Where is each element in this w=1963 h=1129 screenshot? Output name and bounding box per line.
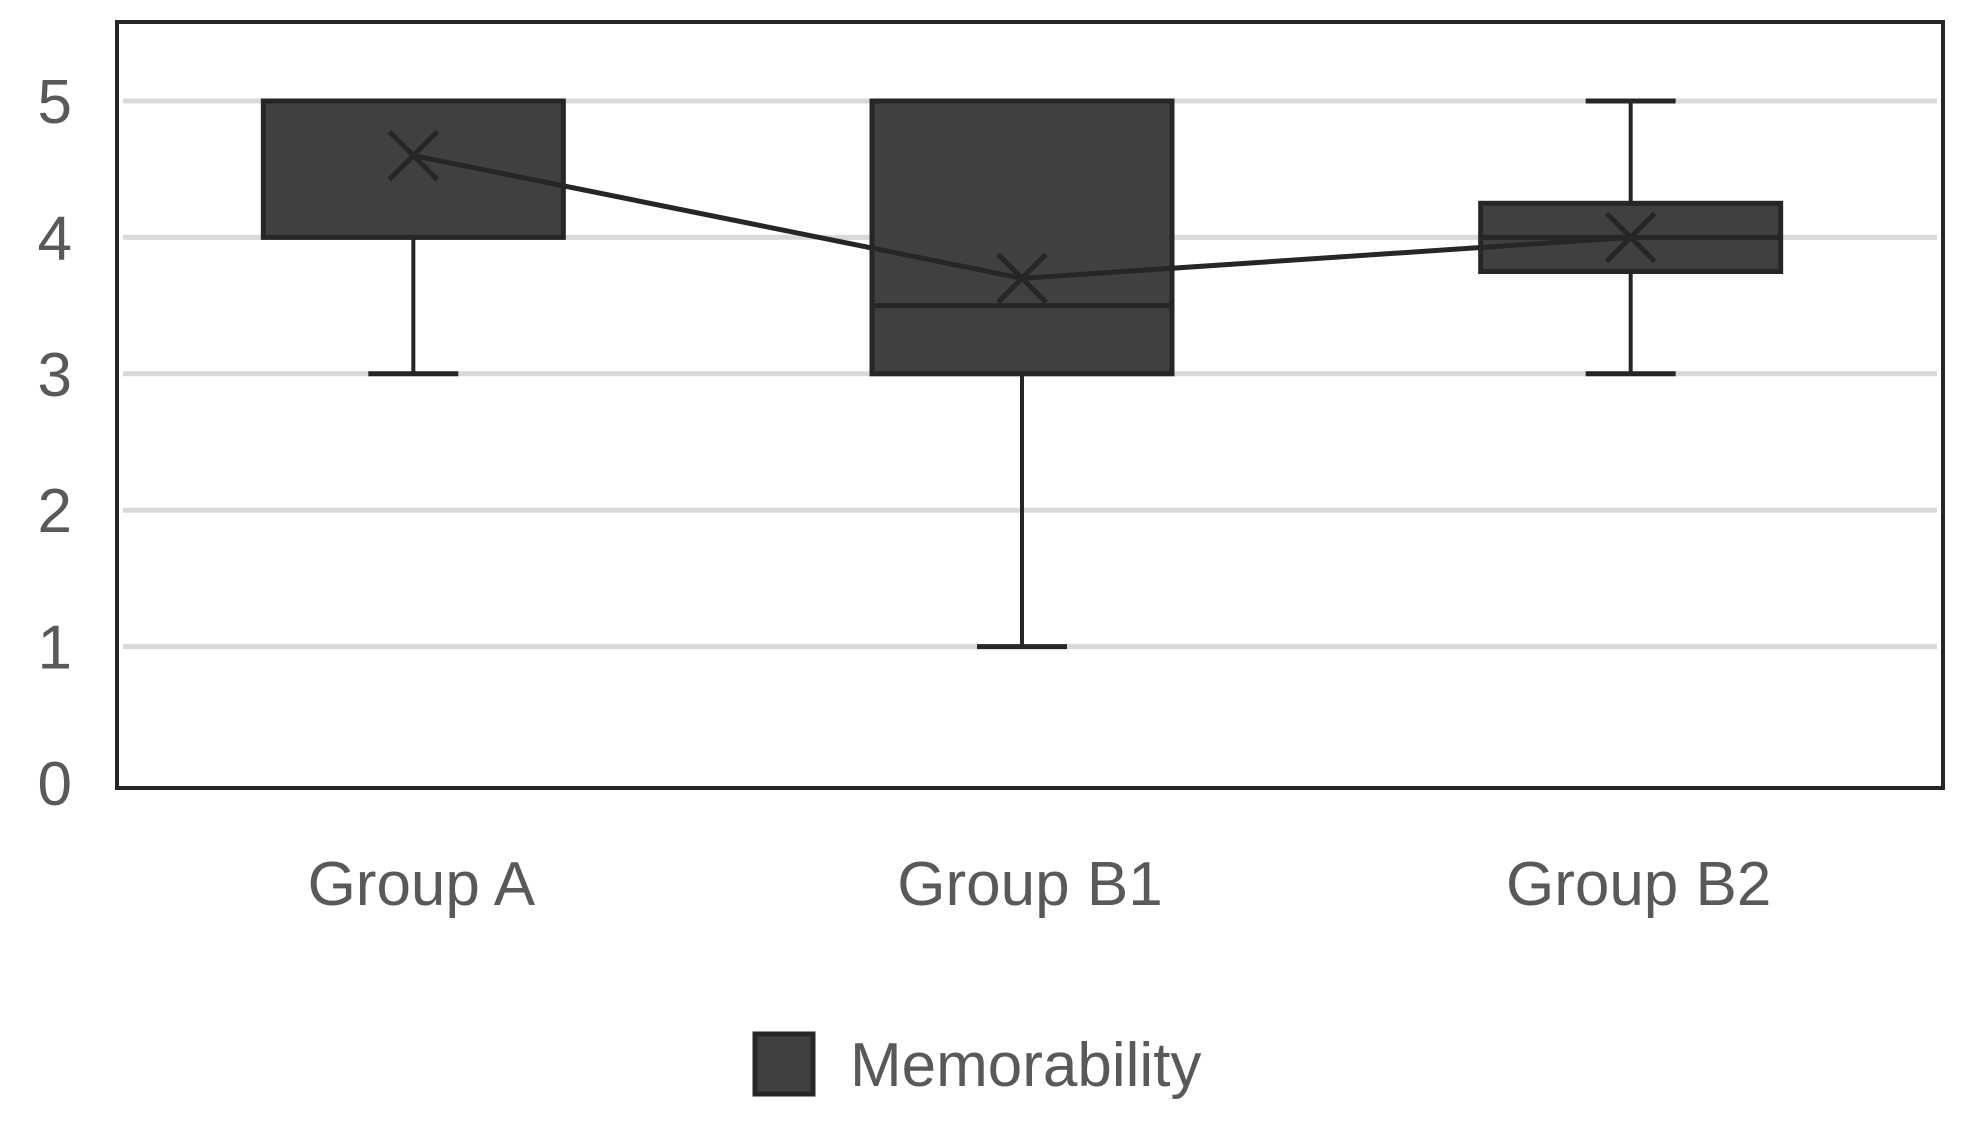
box-body [869,98,1175,377]
y-tick-label-1: 1 [38,614,72,683]
mean-markers [387,129,1657,305]
plot-frame [115,20,1945,790]
box-group-a [260,98,566,377]
mean-marker-group-a [387,129,440,182]
y-axis-ticks: 0 1 2 3 4 5 [38,68,72,819]
boxes [260,98,1784,650]
y-tick-label-4: 4 [38,204,72,273]
legend: Memorability [752,1031,1201,1100]
y-tick-label-0: 0 [38,750,72,819]
mean-marker-group-b1 [996,252,1048,305]
x-tick-label-group-a: Group A [308,850,536,919]
legend-swatch [752,1031,816,1097]
mean-marker-group-b2 [1604,211,1657,264]
y-tick-label-2: 2 [38,477,72,546]
y-tick-label-3: 3 [38,341,72,410]
box-group-b1 [869,98,1175,650]
y-tick-label-5: 5 [38,68,72,137]
x-tick-label-group-b1: Group B1 [897,850,1162,919]
box-body [260,98,566,240]
legend-label: Memorability [850,1031,1201,1100]
x-axis-ticks: Group A Group B1 Group B2 [308,850,1772,919]
x-tick-label-group-b2: Group B2 [1506,850,1771,919]
legend-item-memorability: Memorability [752,1031,1201,1100]
